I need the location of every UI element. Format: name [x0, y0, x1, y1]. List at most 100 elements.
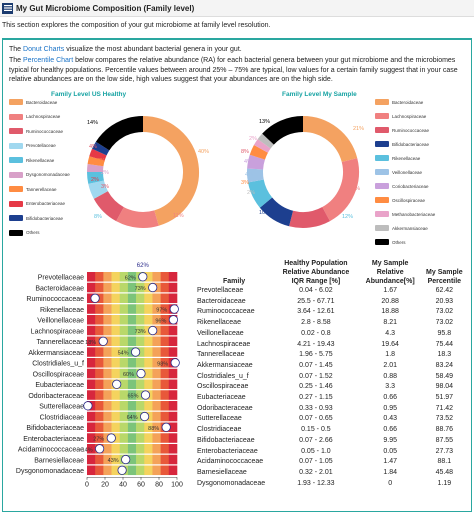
donut-charts-link[interactable]: Donut Charts [23, 46, 65, 53]
right-donut-chart [247, 116, 359, 228]
percentile-band [168, 465, 178, 476]
legend-item[interactable]: Bifidobacteriaceae [9, 215, 63, 221]
cell-iqr: 0.15 - 0.5 [301, 426, 331, 434]
percentile-band [136, 454, 145, 465]
legend-item[interactable]: Akkermansiaceae [375, 225, 428, 231]
percentile-band [136, 422, 145, 433]
percentile-band [95, 368, 104, 379]
percentile-chart-link[interactable]: Percentile Chart [23, 57, 74, 64]
cell-family: Sutterellaceae [197, 415, 242, 423]
percentile-band [127, 401, 137, 411]
percentile-marker[interactable] [83, 401, 93, 411]
percentile-band [87, 411, 96, 422]
percentile-marker[interactable] [168, 315, 178, 325]
donut-slice[interactable] [249, 145, 269, 160]
legend-item[interactable]: Tannerellaceae [9, 186, 57, 192]
percentile-band [127, 368, 137, 379]
donut-slice[interactable] [116, 206, 159, 228]
percentile-band [144, 336, 153, 347]
donut-slice[interactable] [259, 197, 294, 227]
donut-slice[interactable] [88, 180, 109, 199]
legend-item[interactable]: Bifidobacteriaceae [375, 141, 429, 147]
legend-item[interactable]: Coriobacteriaceae [375, 183, 429, 189]
percentile-marker[interactable] [131, 347, 141, 357]
legend-item[interactable]: Oscillospiraceae [375, 197, 425, 203]
x-tick-label: 60 [137, 481, 145, 488]
percentile-marker[interactable] [138, 272, 148, 282]
percentile-band [136, 433, 145, 443]
legend-item[interactable]: Rikenellaceae [375, 155, 420, 161]
donut-slice[interactable] [247, 179, 273, 208]
cell-family: Clostridiales_u_f [197, 372, 249, 380]
donut-slice[interactable] [95, 116, 144, 151]
percentile-band [119, 422, 129, 433]
percentile-band [111, 347, 121, 357]
percentile-marker[interactable] [112, 379, 122, 389]
donut-slice[interactable] [89, 148, 107, 161]
percentile-marker[interactable] [161, 422, 171, 432]
table-row: Dysgonomonadaceae 1.93 - 12.33 0 1.19 [193, 479, 471, 490]
percentile-marker[interactable] [170, 358, 180, 368]
legend-item[interactable]: Lachnospiraceae [9, 113, 60, 120]
percentile-marker[interactable] [98, 336, 108, 346]
donut-slice[interactable] [142, 116, 199, 226]
percentile-band [136, 401, 145, 411]
donut-slice[interactable] [87, 156, 105, 167]
legend-item[interactable]: Lachnospiraceae [375, 113, 426, 119]
donut-slice[interactable] [247, 168, 264, 183]
legend-item[interactable]: Others [9, 229, 40, 236]
legend-item[interactable]: Prevotellaceae [9, 142, 56, 149]
percentile-marker[interactable] [169, 304, 179, 314]
percentile-band [152, 379, 161, 390]
percentile-band [103, 422, 112, 433]
legend-item[interactable]: Bacteroidaceae [9, 99, 57, 105]
cell-abundance: 3.3 [385, 383, 396, 391]
percentile-band [87, 325, 96, 336]
donut-slice[interactable] [247, 154, 266, 170]
percentile-band [168, 293, 178, 304]
legend-item[interactable]: Rikenellaceae [9, 157, 54, 163]
donut-slice[interactable] [257, 133, 274, 149]
legend-item[interactable]: Ruminococcaceae [375, 127, 429, 133]
percentile-band [152, 272, 161, 282]
percentile-marker[interactable] [148, 325, 158, 336]
legend-item[interactable]: Enterobacteriaceae [9, 200, 65, 207]
legend-item[interactable]: Methanobacteriaceae [375, 211, 435, 217]
percentile-marker[interactable] [148, 282, 158, 293]
percentile-marker[interactable] [90, 293, 100, 303]
percentile-marker[interactable] [136, 368, 146, 379]
cell-iqr: 0.33 - 0.93 [299, 404, 333, 412]
percentile-band [136, 358, 145, 368]
donut-slice[interactable] [262, 116, 304, 145]
percentile-row-label: Enterobacteriaceae [23, 436, 84, 443]
percentile-point-label: 96% [155, 318, 166, 324]
legend-item[interactable]: Dysgonomonadaceae [9, 171, 70, 178]
donut-slice[interactable] [87, 171, 104, 184]
percentile-band [168, 444, 178, 454]
cell-abundance: 1.8 [385, 351, 396, 359]
percentile-band [160, 368, 170, 379]
percentile-marker[interactable] [121, 454, 131, 465]
cell-family: Bacteroidaceae [197, 297, 246, 305]
percentile-marker[interactable] [140, 411, 150, 422]
legend-item[interactable]: Others [375, 239, 406, 245]
donut-slice[interactable] [289, 206, 330, 228]
col-header-family: Family [223, 278, 246, 285]
donut-slice[interactable] [92, 141, 110, 156]
percentile-band [127, 293, 137, 304]
percentile-marker[interactable] [140, 390, 151, 400]
donut-slice[interactable] [302, 116, 358, 163]
donut-slice[interactable] [253, 139, 271, 153]
donut-slice[interactable] [93, 190, 125, 222]
legend-item[interactable]: Bacteroidaceae [375, 99, 423, 105]
legend-item[interactable]: Veillonellaceae [375, 169, 422, 175]
percentile-band [95, 401, 104, 411]
table-row: Enterobacteriaceae 0.05 - 1.0 0.05 27.73 [193, 447, 471, 458]
percentile-marker[interactable] [95, 444, 105, 454]
percentile-marker[interactable] [106, 433, 116, 443]
x-tick-label: 80 [155, 481, 163, 488]
legend-item[interactable]: Ruminococcaceae [9, 128, 63, 134]
cell-iqr: 25.5 - 67.71 [297, 297, 335, 305]
donut-slice[interactable] [321, 158, 359, 222]
percentile-marker[interactable] [117, 465, 127, 475]
